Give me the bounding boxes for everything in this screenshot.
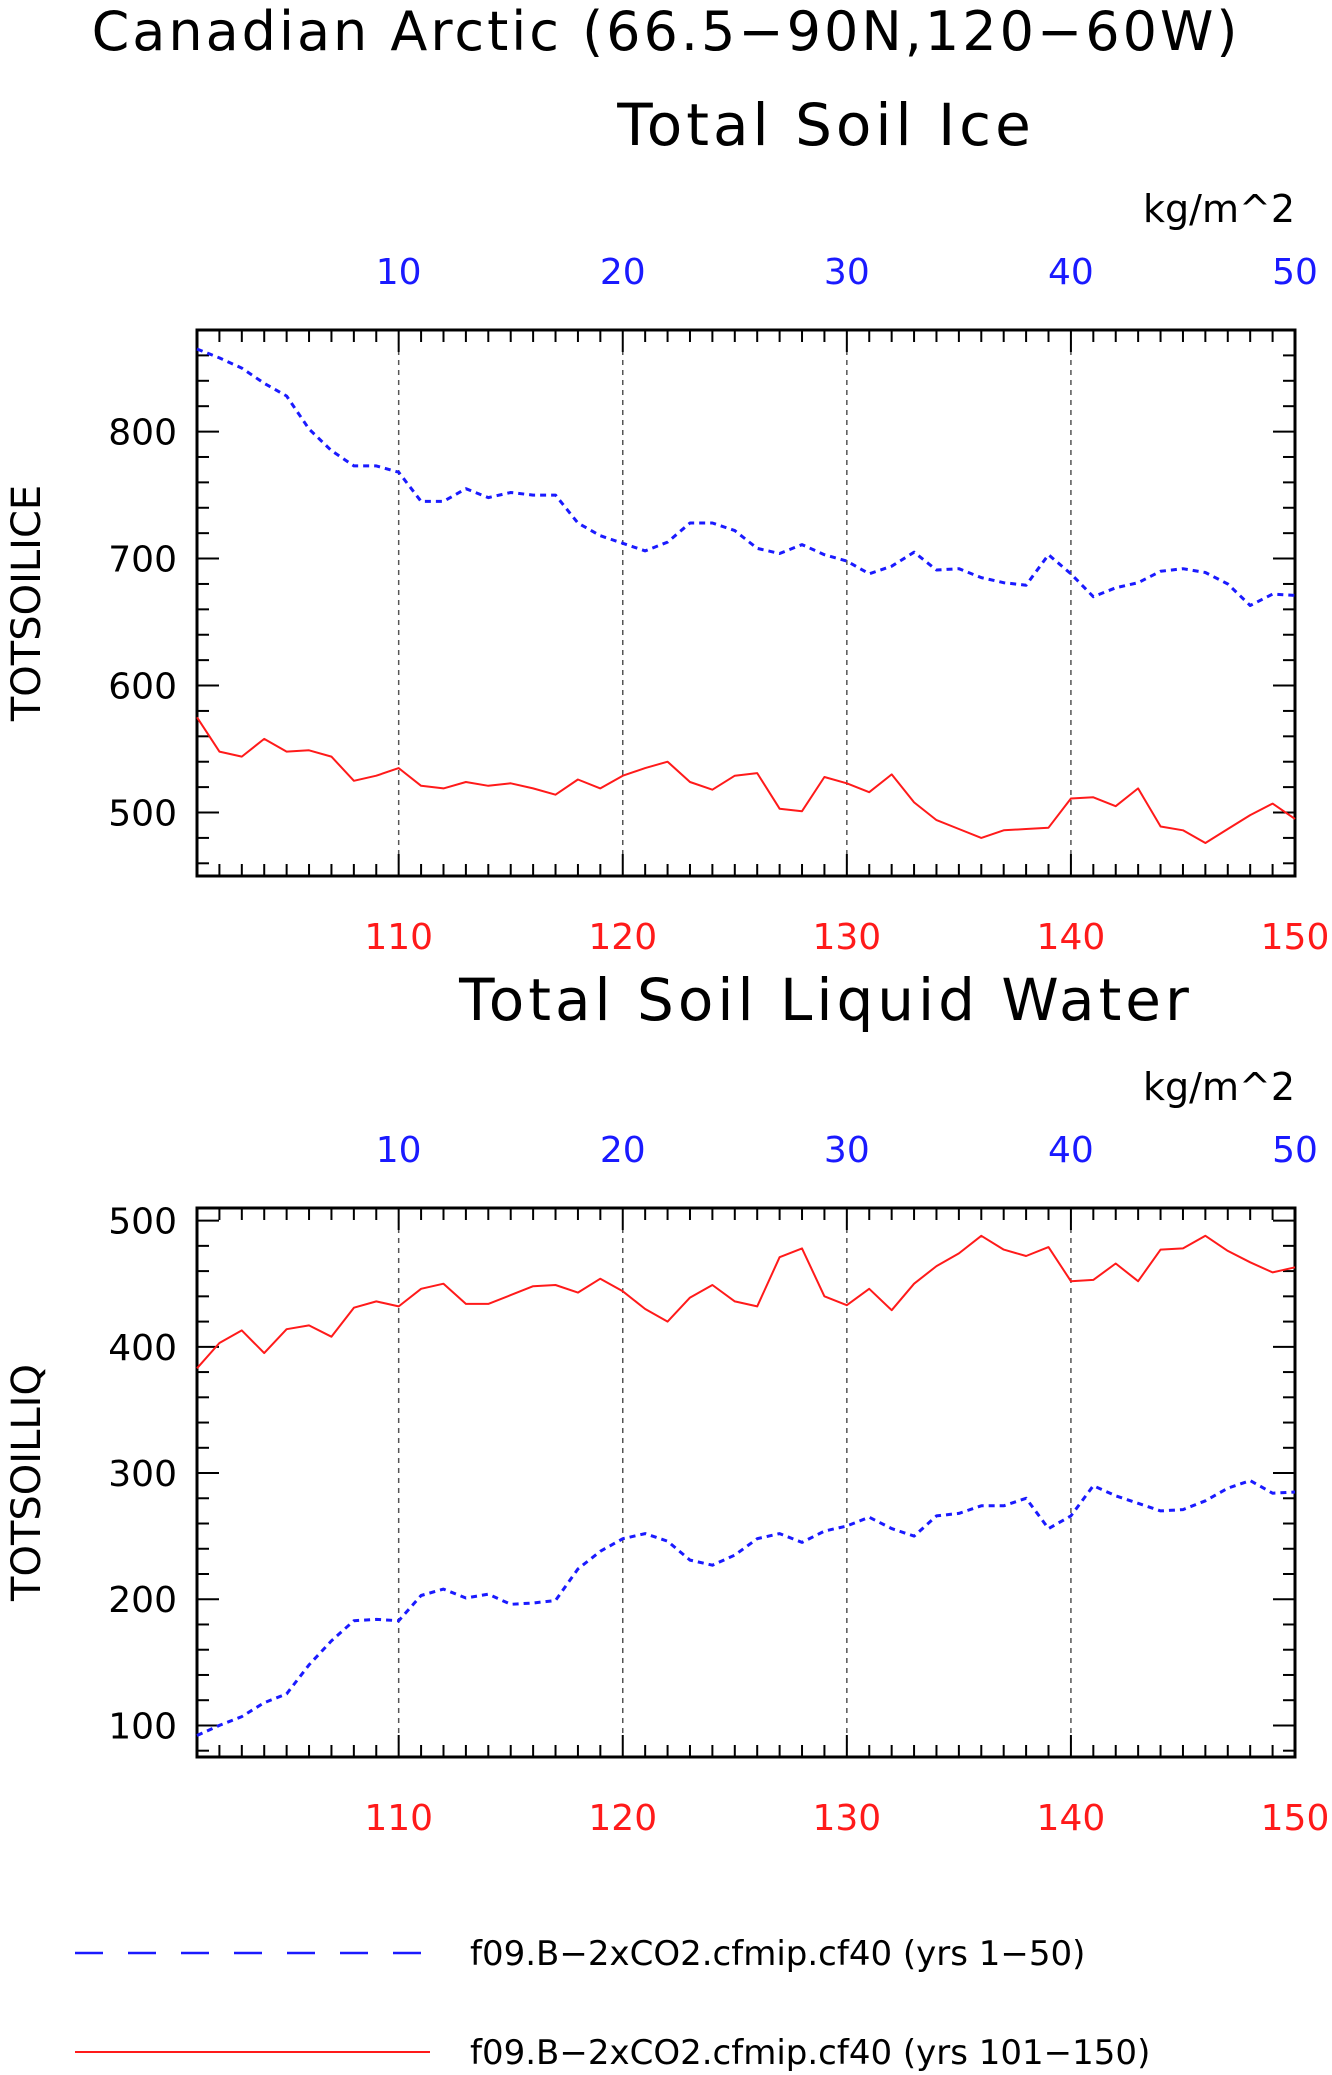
legend: f09.B−2xCO2.cfmip.cf40 (yrs 1−50) f09.B−2… (75, 1934, 1150, 2073)
panel-total-soil-liquid-water: Total Soil Liquid Water TOTSOILLIQ kg/m^2 1… (4, 966, 1329, 1839)
series-line-yrs-1-50 (196, 347, 1296, 607)
bottom-x-tick-label: 120 (588, 917, 657, 958)
series-line-yrs-101-150 (196, 1234, 1296, 1369)
bottom-x-tick-label: 120 (588, 1798, 657, 1839)
top-x-tick-label: 40 (1048, 252, 1094, 293)
series-line-yrs-101-150 (196, 716, 1296, 844)
y-tick-label: 500 (108, 1202, 177, 1243)
top-x-tick-label: 40 (1048, 1130, 1094, 1171)
y-tick-label: 600 (108, 667, 177, 708)
panel-total-soil-ice: Total Soil Ice TOTSOILICE kg/m^2 500 600 700 8… (4, 91, 1329, 958)
plot-frame (195, 1206, 1297, 1759)
y-tick-label: 800 (108, 413, 177, 454)
units-label: kg/m^2 (1143, 1065, 1295, 1109)
top-x-tick-label: 10 (376, 1130, 422, 1171)
top-x-tick-label: 50 (1272, 1130, 1318, 1171)
bottom-x-tick-label: 140 (1037, 1798, 1106, 1839)
y-tick-label: 700 (108, 540, 177, 581)
plot-frame (195, 328, 1297, 878)
top-x-tick-label: 20 (600, 1130, 646, 1171)
legend-label: f09.B−2xCO2.cfmip.cf40 (yrs 1−50) (470, 1934, 1085, 1974)
y-tick-label: 200 (108, 1580, 177, 1621)
main-title: Canadian Arctic (66.5−90N,120−60W) (92, 0, 1241, 63)
bottom-x-tick-label: 110 (364, 917, 433, 958)
top-x-tick-label: 10 (376, 252, 422, 293)
top-x-tick-label: 30 (824, 1130, 870, 1171)
y-axis-label: TOTSOILICE (4, 485, 50, 722)
units-label: kg/m^2 (1143, 187, 1295, 231)
legend-label: f09.B−2xCO2.cfmip.cf40 (yrs 101−150) (470, 2033, 1150, 2073)
y-axis-label: TOTSOILLIQ (4, 1364, 50, 1602)
y-tick-label: 100 (108, 1706, 177, 1747)
top-x-tick-label: 30 (824, 252, 870, 293)
panel-title: Total Soil Ice (616, 91, 1035, 159)
bottom-x-tick-label: 150 (1261, 917, 1330, 958)
panel-title: Total Soil Liquid Water (458, 966, 1193, 1034)
bottom-x-tick-label: 140 (1037, 917, 1106, 958)
top-x-tick-label: 50 (1272, 252, 1318, 293)
series-line-yrs-1-50 (196, 1479, 1296, 1737)
bottom-x-tick-label: 110 (364, 1798, 433, 1839)
y-tick-label: 500 (108, 794, 177, 835)
bottom-x-tick-label: 130 (812, 917, 881, 958)
bottom-x-tick-label: 130 (812, 1798, 881, 1839)
bottom-x-tick-label: 150 (1261, 1798, 1330, 1839)
top-x-tick-label: 20 (600, 252, 646, 293)
y-tick-label: 300 (108, 1454, 177, 1495)
y-tick-label: 400 (108, 1328, 177, 1369)
